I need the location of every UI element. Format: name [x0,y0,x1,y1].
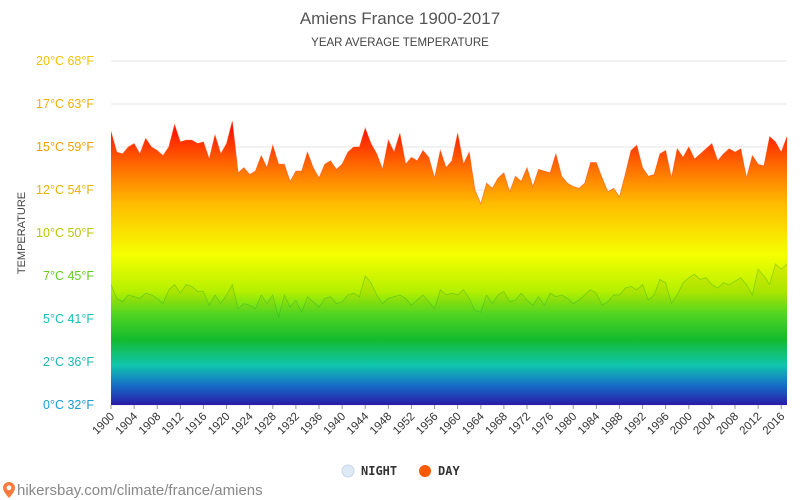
x-tick-label-23: 1992 [622,411,649,438]
x-tick-label-26: 2004 [691,410,718,437]
chart-title: Amiens France 1900-2017 [300,9,500,28]
x-tick-label-8: 1932 [275,411,302,438]
x-tick-label-29: 2016 [761,411,788,438]
night-area [111,263,787,405]
x-tick-label-5: 1920 [206,411,233,438]
map-pin-icon [3,482,15,498]
x-tick-label-17: 1968 [483,411,510,438]
y-tick-label-5: 12°C 54°F [36,183,94,197]
x-tick-label-18: 1972 [507,411,534,438]
chart-subtitle: YEAR AVERAGE TEMPERATURE [311,37,489,49]
x-tick-label-11: 1944 [345,410,372,437]
x-tick-label-22: 1988 [599,411,626,438]
x-tick-label-25: 2000 [668,411,695,438]
y-tick-label-1: 2°C 36°F [43,355,94,369]
x-tick-label-1: 1904 [114,410,141,437]
y-tick-label-0: 0°C 32°F [43,398,94,412]
x-tick-label-16: 1964 [460,410,487,437]
x-tick-label-21: 1984 [576,410,603,437]
x-tick-label-27: 2008 [715,411,742,438]
x-tick-label-13: 1952 [391,411,418,438]
x-tick-label-24: 1996 [645,411,672,438]
legend-day-marker [419,465,431,477]
legend-item-day[interactable]: DAY [419,464,460,478]
x-tick-label-15: 1960 [437,411,464,438]
x-tick-label-7: 1928 [252,411,279,438]
x-tick-label-19: 1976 [530,411,557,438]
plot-areas [110,121,788,405]
x-tick-label-28: 2012 [738,411,765,438]
x-tick-label-12: 1948 [368,411,395,438]
x-tick-label-3: 1912 [160,411,187,438]
y-tick-label-3: 7°C 45°F [43,269,94,283]
y-tick-label-8: 20°C 68°F [36,54,94,68]
y-tick-label-7: 17°C 63°F [36,97,94,111]
y-tick-label-4: 10°C 50°F [36,226,94,240]
x-tick-label-0: 1900 [91,411,118,438]
legend-item-night[interactable]: NIGHT [341,464,397,478]
footer-text: hikersbay.com/climate/france/amiens [17,482,263,499]
y-tick-label-6: 15°C 59°F [36,140,94,154]
y-axis-label: TEMPERATURE [16,192,28,274]
footer-link[interactable]: hikersbay.com/climate/france/amiens [3,482,263,499]
x-axis-ticks: 1900190419081912191619201924192819321936… [91,405,788,438]
x-tick-label-6: 1924 [229,410,256,437]
legend: NIGHT DAY [341,464,460,478]
legend-night-marker [341,464,355,478]
day-line [110,121,788,205]
x-tick-label-10: 1940 [322,411,349,438]
legend-day-label: DAY [438,464,460,478]
legend-night-label: NIGHT [361,464,397,478]
x-tick-label-9: 1936 [299,411,326,438]
x-tick-label-14: 1956 [414,411,441,438]
x-tick-label-4: 1916 [183,411,210,438]
y-axis-ticks: 0°C 32°F 2°C 36°F 5°C 41°F 7°C 45°F 10°C 50°… [36,54,94,412]
x-tick-label-20: 1980 [553,411,580,438]
x-tick-label-2: 1908 [137,411,164,438]
night-line [110,263,788,319]
y-tick-label-2: 5°C 41°F [43,312,94,326]
